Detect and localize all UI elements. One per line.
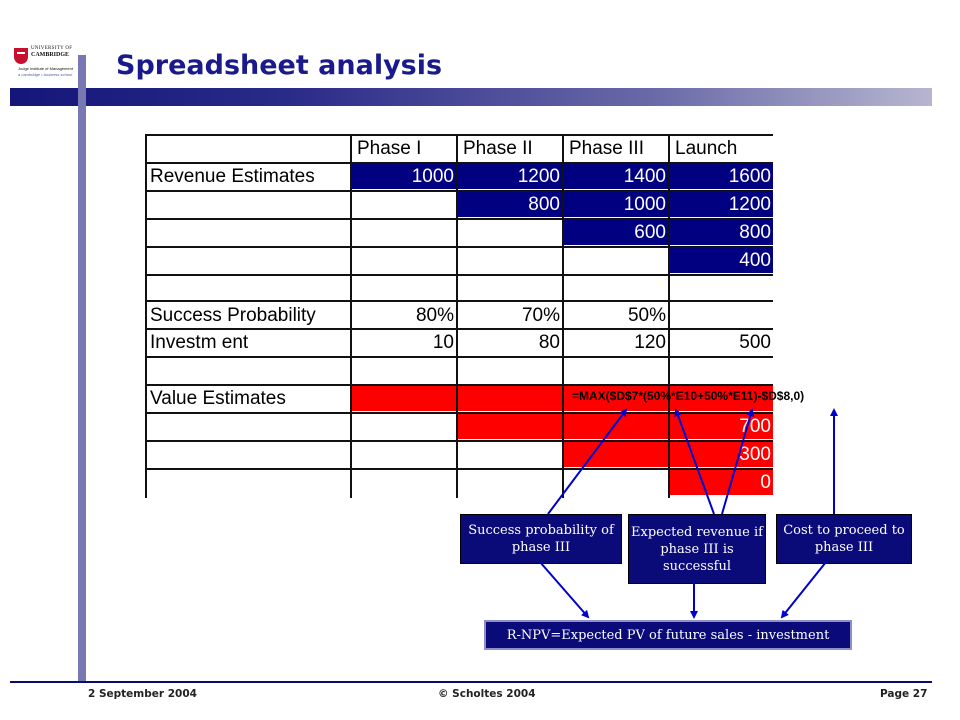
revenue-fill	[350, 162, 773, 189]
footer-page: Page 27	[880, 688, 928, 700]
callout-rnpv: R-NPV=Expected PV of future sales - inve…	[484, 620, 852, 650]
grid-line	[145, 134, 147, 498]
grid-line	[145, 412, 773, 414]
grid-line	[145, 162, 773, 164]
cell-value: 50%	[627, 305, 666, 326]
cell-value: 300	[739, 444, 771, 465]
footer-line	[10, 681, 932, 683]
logo-line-2: CAMBRIDGE	[31, 52, 70, 58]
grid-line	[350, 134, 352, 498]
cell-value: 120	[634, 332, 666, 353]
rev4-fill	[668, 246, 773, 273]
grid-line	[145, 134, 773, 136]
header-launch: Launch	[675, 138, 738, 159]
grid-line	[668, 134, 670, 498]
logo-line-3: Judge Institute of Management	[18, 66, 73, 71]
callout-success-probability: Success probability of phase III	[460, 514, 622, 564]
grid-line	[145, 328, 773, 330]
cell-value: 10	[432, 332, 454, 353]
grid-line	[145, 440, 773, 442]
footer-copyright: © Scholtes 2004	[438, 688, 536, 700]
header-phase-2: Phase II	[463, 138, 533, 159]
row-label-revenue: Revenue Estimates	[150, 166, 315, 187]
val4-fill	[668, 468, 773, 495]
row-label-value: Value Estimates	[150, 388, 286, 409]
grid-line	[145, 468, 773, 470]
callout-expected-revenue: Expected revenue if phase III is success…	[628, 514, 766, 584]
cell-value: 0	[760, 472, 771, 493]
cell-value: 800	[528, 194, 560, 215]
grid-line	[145, 246, 773, 248]
cell-value: 70%	[521, 305, 560, 326]
logo-line-4: a cambridge • business school	[18, 72, 73, 77]
cell-value: 700	[739, 416, 771, 437]
crest-icon	[14, 48, 28, 64]
grid-line	[145, 274, 773, 276]
grid-line	[456, 134, 458, 498]
arrow-to-e10	[674, 408, 715, 515]
cell-value: 1400	[623, 166, 666, 187]
grid-line	[145, 356, 773, 358]
grid-line	[145, 190, 773, 192]
footer-date: 2 September 2004	[88, 688, 197, 700]
header-phase-1: Phase I	[357, 138, 422, 159]
cell-value: 400	[739, 250, 771, 271]
rev3-fill	[562, 218, 773, 245]
cell-value: 1600	[728, 166, 771, 187]
cell-value: 500	[739, 332, 771, 353]
callout-cost-to-proceed: Cost to proceed to phase III	[776, 514, 912, 564]
cell-value: 600	[634, 222, 666, 243]
row-label-success: Success Probability	[150, 305, 316, 326]
value-fill	[350, 384, 773, 411]
cell-value: 1000	[623, 194, 666, 215]
grid-line	[562, 134, 564, 498]
header-phase-3: Phase III	[569, 138, 644, 159]
arrow-to-e11	[721, 408, 755, 515]
arrow-success-to-rnpv	[539, 561, 590, 619]
cell-value: 80	[538, 332, 560, 353]
cell-value: 1200	[728, 194, 771, 215]
grid-line	[145, 300, 773, 302]
arrow-cost-to-rnpv	[780, 561, 827, 619]
slide-title: Spreadsheet analysis	[116, 50, 443, 81]
logo-line-1: UNIVERSITY OF	[31, 46, 73, 51]
grid-line	[145, 218, 773, 220]
row-label-investment: Investm ent	[150, 332, 249, 353]
university-logo: UNIVERSITY OF CAMBRIDGE Judge Institute …	[14, 46, 73, 82]
grid-line	[145, 384, 773, 386]
title-gradient-bar	[10, 88, 932, 106]
cell-value: 1200	[517, 166, 560, 187]
cell-value: 1000	[411, 166, 454, 187]
left-vertical-bar	[78, 55, 86, 683]
cell-value: 80%	[415, 305, 454, 326]
formula-text: =MAX($D$7*(50%*E10+50%*E11)-$D$8,0)	[572, 389, 805, 403]
spreadsheet: Phase I Phase II Phase III Launch Revenu…	[145, 134, 773, 498]
rev2-fill	[456, 190, 773, 217]
arrow-to-d7	[547, 408, 628, 515]
cell-value: 800	[739, 222, 771, 243]
